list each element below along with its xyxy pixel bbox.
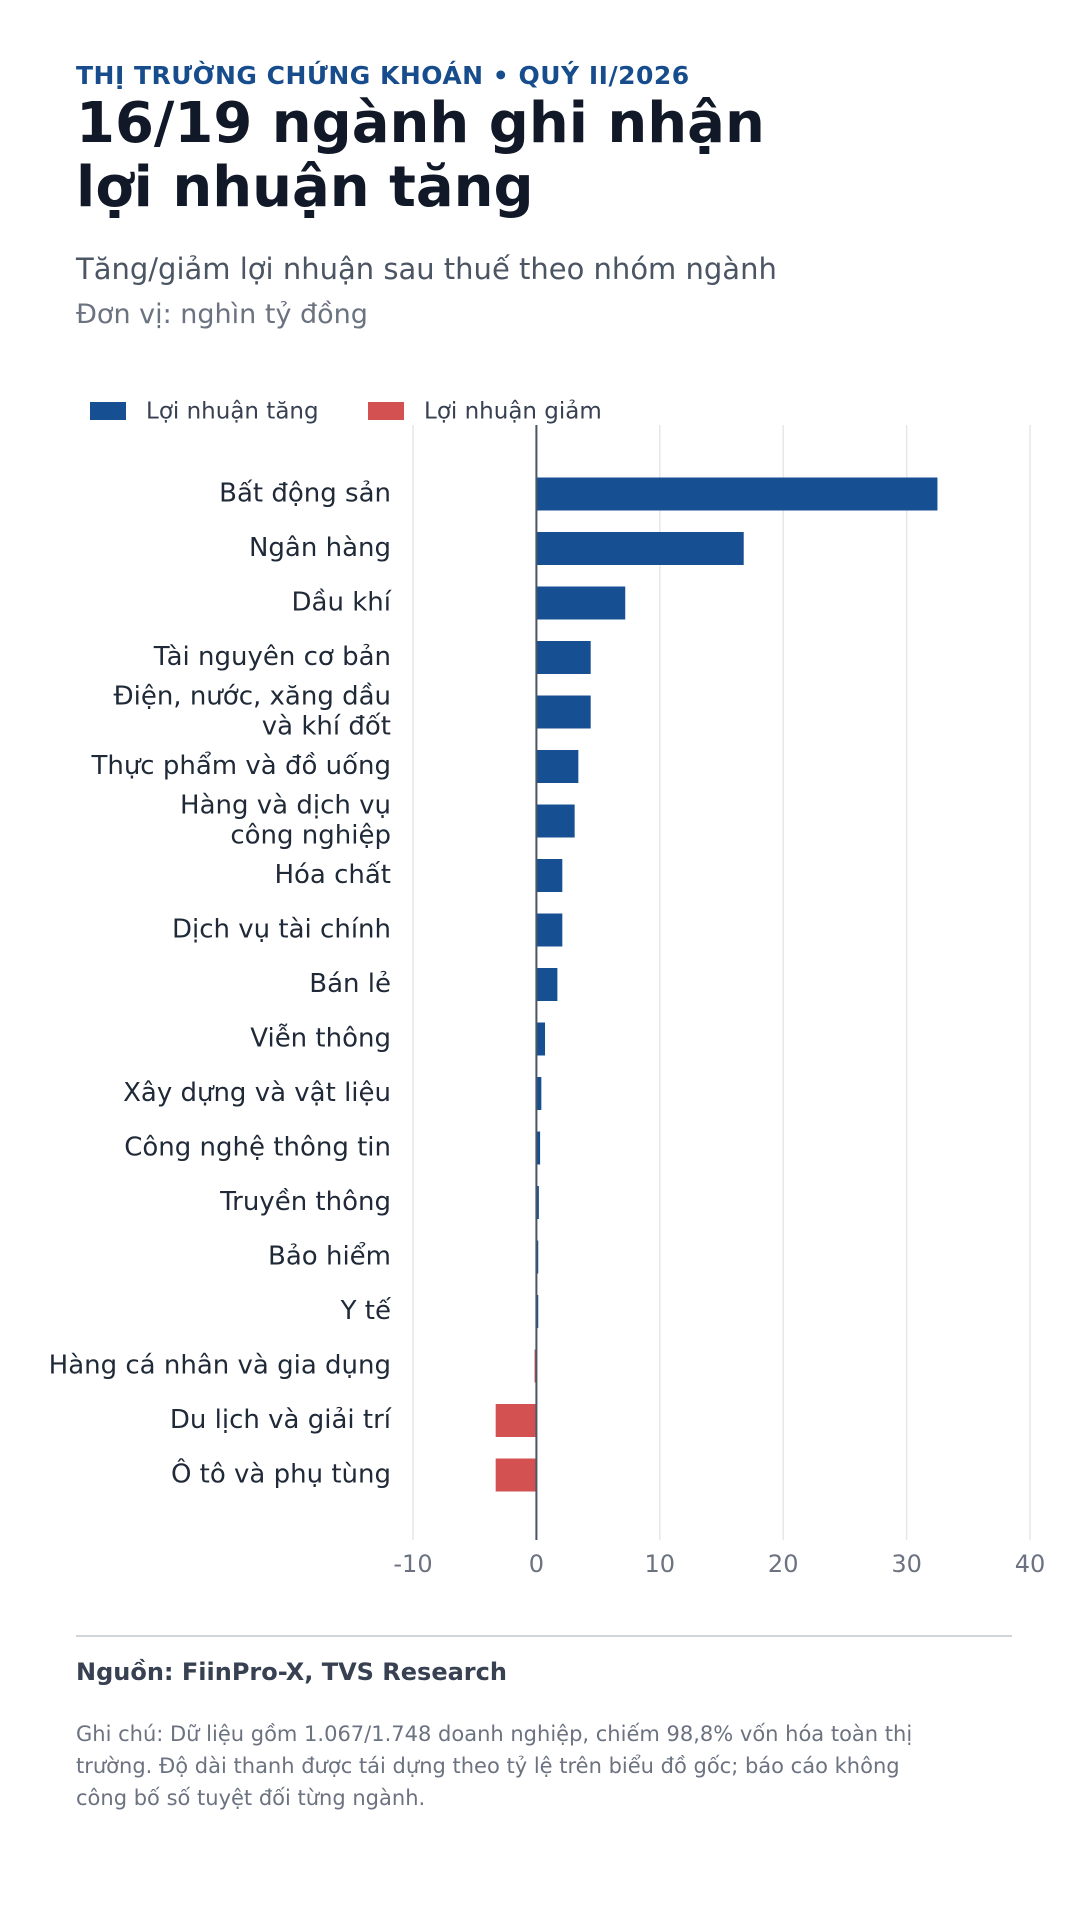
legend-label-0: Lợi nhuận tăng [146,399,319,425]
category-label-18: Ô tô và phụ tùng [171,1458,391,1490]
category-label-9: Bán lẻ [309,969,391,999]
legend-swatch-1 [368,402,404,420]
page-title: 16/19 ngành ghi nhận lợi nhuận tăng [76,92,765,220]
category-label-17: Du lịch và giải trí [170,1405,392,1435]
divider [76,1635,1012,1637]
category-label-8: Dịch vụ tài chính [172,915,391,945]
bar-1 [536,532,744,565]
bar-0 [536,477,938,511]
bar-18 [495,1458,537,1492]
category-label-2: Dầu khí [292,588,392,618]
category-label-13: Truyền thông [219,1187,391,1217]
bar-12 [536,1131,541,1165]
bar-2 [536,586,626,620]
bar-chart: Bất động sản Ngân hàng Dầu khí Tài nguyên c… [49,399,1046,1579]
bar-10 [536,1022,546,1056]
bar-11 [536,1077,542,1110]
bar-6 [536,804,575,838]
legend-swatch-0 [90,402,126,420]
x-tick-label-5: 40 [1015,1550,1046,1578]
category-label-4-line-0: Điện, nước, xăng dầu [113,682,391,712]
x-tick-label-2: 10 [645,1550,676,1578]
category-label-0: Bất động sản [219,479,391,509]
category-label-6-line-0: Hàng và dịch vụ [180,791,391,821]
x-tick-label-4: 30 [891,1550,922,1578]
category-label-15: Y tế [340,1296,391,1326]
category-label-4-line-1: và khí đốt [262,712,391,742]
legend-label-1: Lợi nhuận giảm [424,399,602,425]
category-label-3: Tài nguyên cơ bản [153,642,391,672]
bar-3 [536,641,591,674]
category-label-5: Thực phẩm và đồ uống [90,750,391,781]
note-text: Ghi chú: Dữ liệu gồm 1.067/1.748 doanh n… [76,1722,913,1810]
bar-4 [536,695,591,729]
bar-17 [495,1404,537,1437]
kicker: THỊ TRƯỜNG CHỨNG KHOÁN • QUÝ II/2026 [76,61,690,90]
source-text: Nguồn: FiinPro-X, TVS Research [76,1658,507,1686]
category-label-1: Ngân hàng [249,533,391,563]
bar-13 [536,1186,539,1219]
category-label-12: Công nghệ thông tin [124,1133,391,1163]
title-line-1: 16/19 ngành ghi nhận [76,91,765,156]
title-line-2: lợi nhuận tăng [76,155,534,220]
x-tick-label-3: 20 [768,1550,799,1578]
bar-8 [536,913,563,947]
category-label-11: Xây dựng và vật liệu [123,1078,391,1108]
bar-5 [536,750,579,783]
category-label-7: Hóa chất [274,860,391,890]
category-label-10: Viễn thông [250,1023,391,1054]
category-label-14: Bảo hiểm [268,1241,391,1272]
x-tick-label-0: -10 [393,1550,432,1578]
category-label-16: Hàng cá nhân và gia dụng [49,1351,391,1381]
category-label-6-line-1: công nghiệp [230,821,391,851]
bar-7 [536,859,563,892]
bar-9 [536,968,558,1001]
subtitle: Tăng/giảm lợi nhuận sau thuế theo nhóm n… [76,252,777,286]
unit-label: Đơn vị: nghìn tỷ đồng [76,299,368,330]
x-tick-label-1: 0 [529,1550,544,1578]
